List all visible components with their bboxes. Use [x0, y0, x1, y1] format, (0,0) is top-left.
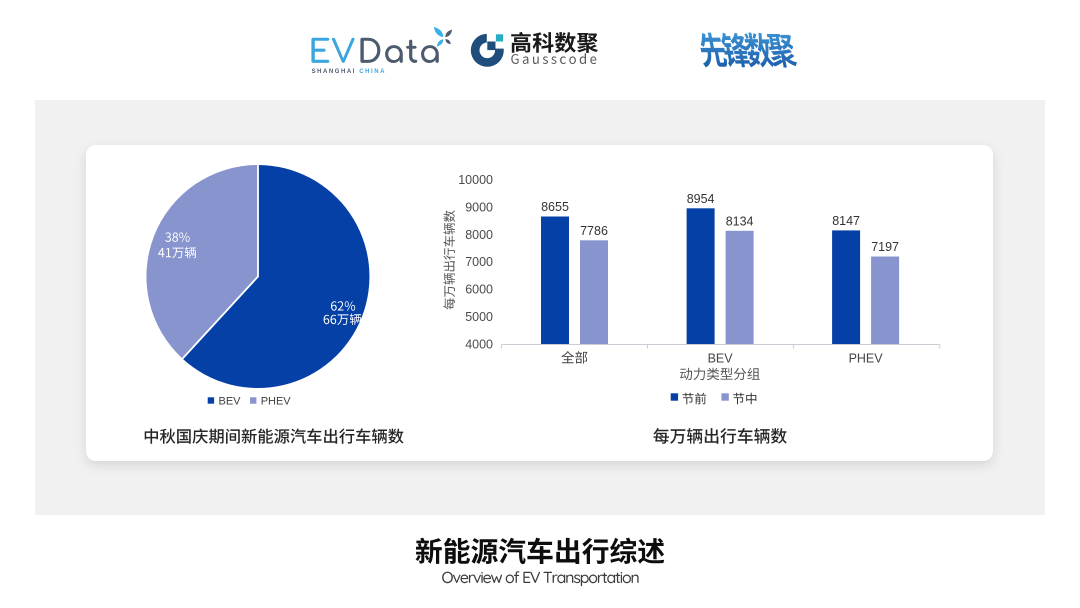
svg-text:8000: 8000 [465, 228, 493, 242]
svg-text:8954: 8954 [687, 192, 715, 206]
svg-text:PHEV: PHEV [849, 352, 884, 366]
svg-text:9000: 9000 [465, 200, 493, 214]
svg-text:10000: 10000 [458, 173, 493, 187]
svg-text:8134: 8134 [726, 214, 754, 228]
svg-text:5000: 5000 [465, 310, 493, 324]
svg-text:6000: 6000 [465, 283, 493, 297]
svg-text:SHANGHAI CHINA: SHANGHAI CHINA [312, 69, 386, 75]
svg-text:7000: 7000 [465, 255, 493, 269]
svg-text:BEV: BEV [708, 352, 734, 366]
svg-text:PHEV: PHEV [261, 396, 292, 408]
svg-text:7197: 7197 [871, 240, 899, 254]
svg-text:8147: 8147 [832, 214, 860, 228]
svg-text:BEV: BEV [219, 396, 242, 408]
svg-text:7786: 7786 [580, 224, 608, 238]
svg-text:4000: 4000 [465, 337, 493, 351]
svg-text:8655: 8655 [541, 200, 569, 214]
